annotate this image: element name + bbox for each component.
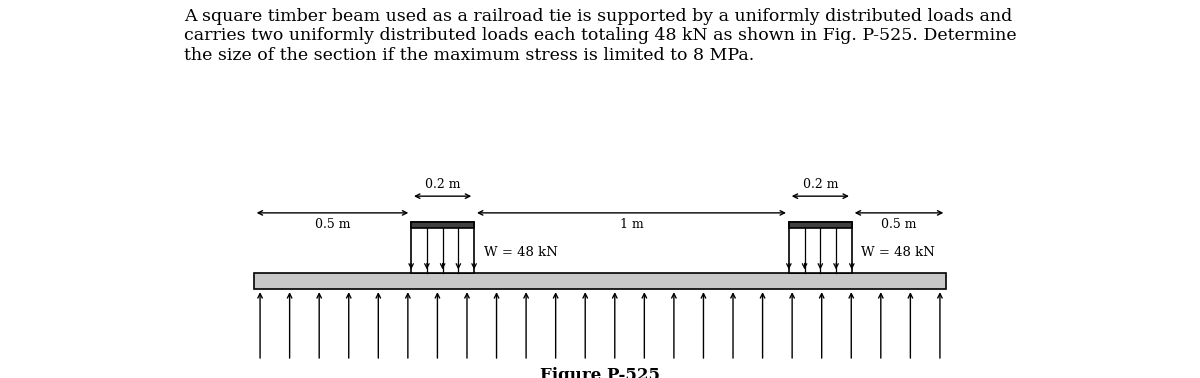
Text: W = 48 kN: W = 48 kN [862, 246, 935, 259]
Text: W = 48 kN: W = 48 kN [484, 246, 558, 259]
Text: 0.2 m: 0.2 m [803, 178, 838, 191]
Text: A square timber beam used as a railroad tie is supported by a uniformly distribu: A square timber beam used as a railroad … [184, 8, 1016, 64]
Bar [788, 222, 852, 228]
Text: Figure P-525: Figure P-525 [540, 367, 660, 378]
Bar [412, 222, 474, 228]
Bar [412, 222, 474, 273]
Text: 1 m: 1 m [619, 218, 643, 231]
Bar [253, 273, 947, 289]
Text: 0.5 m: 0.5 m [881, 218, 917, 231]
Bar [788, 222, 852, 273]
Text: 0.2 m: 0.2 m [425, 178, 461, 191]
Text: 0.5 m: 0.5 m [314, 218, 350, 231]
